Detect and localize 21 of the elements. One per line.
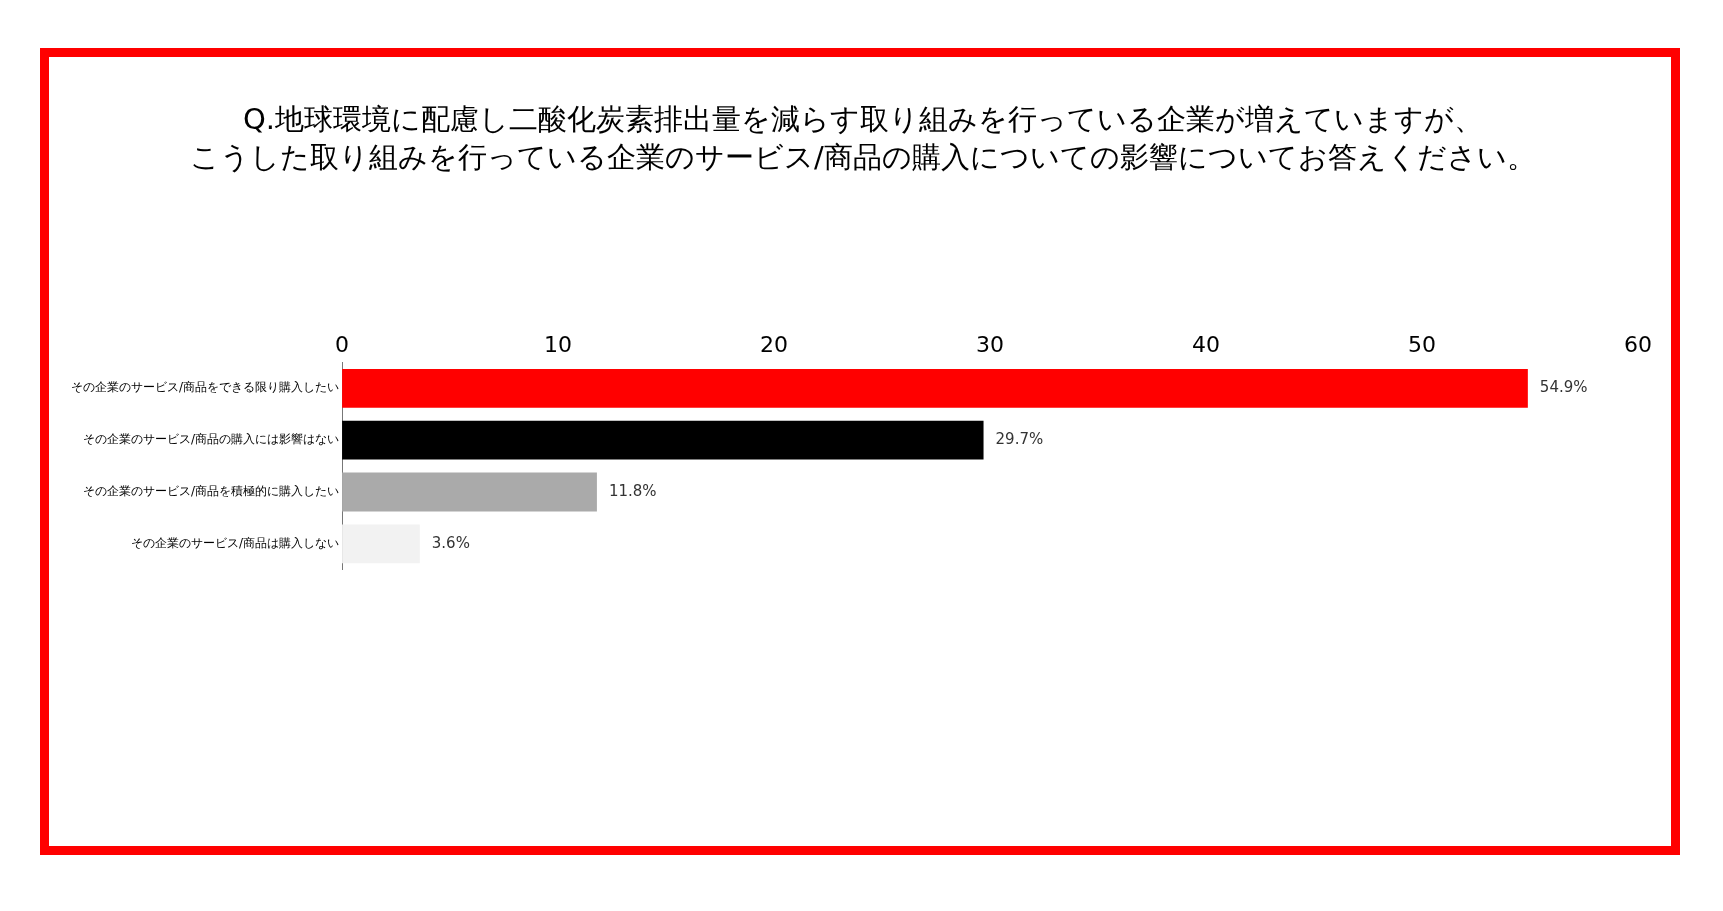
x-tick-label: 10 [544, 331, 573, 357]
y-tick-label: その企業のサービス/商品は購入しない [131, 536, 340, 550]
y-tick-label: その企業のサービス/商品の購入には影響はない [83, 432, 340, 447]
chart-title: Q.地球環境に配慮し二酸化炭素排出量を減らす取り組みを行っている企業が増えていますが、 [241, 101, 1484, 138]
x-tick-label: 20 [760, 331, 789, 357]
data-label: 29.7% [995, 430, 1044, 449]
chart-subtitle: こうした取り組みを行っている企業のサービス/商品の購入についての影響についてお答えください。 [189, 139, 1537, 176]
y-tick-label: その企業のサービス/商品を積極的に購入したい [83, 484, 340, 499]
data-label: 11.8% [608, 481, 657, 500]
x-tick-label: 40 [1192, 331, 1221, 357]
bar [342, 368, 1528, 408]
x-tick-label: 0 [335, 331, 350, 357]
x-tick-label: 50 [1408, 331, 1437, 357]
bar [342, 420, 984, 460]
x-tick-label: 60 [1624, 331, 1652, 357]
bar [342, 524, 420, 564]
x-tick-label: 30 [976, 331, 1005, 357]
data-label: 54.9% [1539, 378, 1588, 397]
bar [342, 472, 597, 512]
data-label: 3.6% [431, 533, 470, 552]
y-tick-label: その企業のサービス/商品をできる限り購入したい [71, 380, 340, 395]
